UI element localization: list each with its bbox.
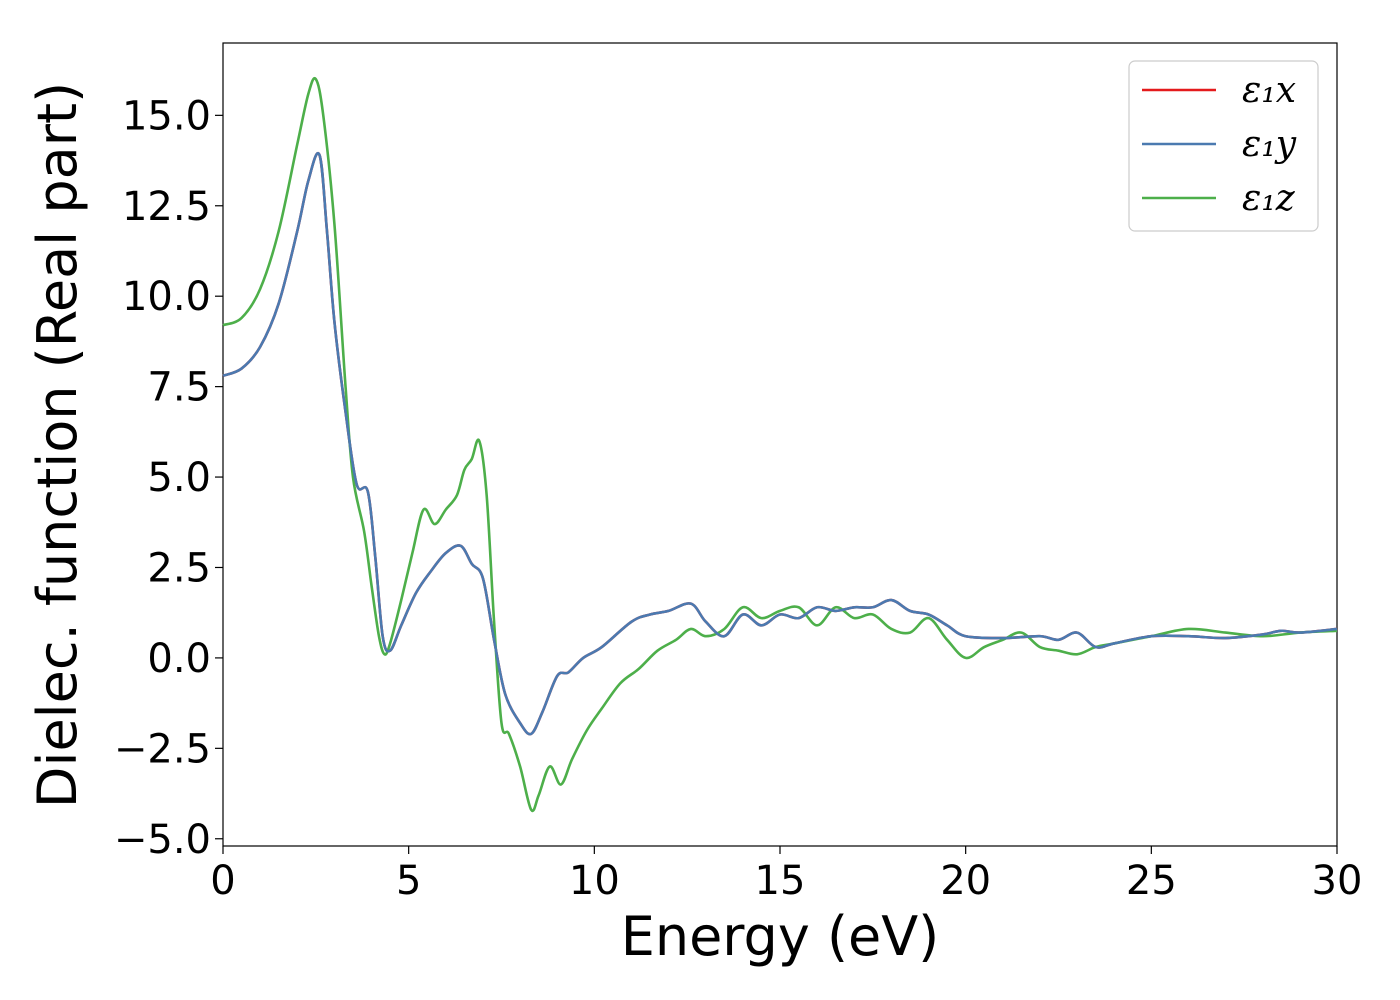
x-tick-label: 10 bbox=[569, 858, 620, 904]
y-tick-label: 7.5 bbox=[147, 365, 211, 411]
legend-label-3: ε₁z bbox=[1242, 178, 1296, 219]
y-axis-label: Dielec. function (Real part) bbox=[26, 82, 89, 808]
series-layer bbox=[222, 77, 1338, 813]
series-line-3 bbox=[222, 77, 1338, 813]
x-axis-ticks: 0 5 10 15 20 25 30 bbox=[210, 846, 1362, 904]
legend-label-1: ε₁x bbox=[1242, 70, 1296, 111]
y-tick-label: 5.0 bbox=[147, 455, 211, 501]
legend: ε₁x ε₁y ε₁z bbox=[1128, 60, 1319, 232]
legend-label-2: ε₁y bbox=[1242, 124, 1297, 165]
y-tick-label: 0.0 bbox=[147, 636, 211, 682]
x-tick-label: 20 bbox=[940, 858, 991, 904]
y-tick-label: −2.5 bbox=[114, 726, 211, 772]
legend-frame bbox=[1128, 60, 1319, 232]
x-tick-label: 15 bbox=[755, 858, 806, 904]
y-tick-label: 2.5 bbox=[147, 545, 211, 591]
x-tick-label: 5 bbox=[396, 858, 421, 904]
series-line-2 bbox=[222, 151, 1338, 736]
x-tick-label: 25 bbox=[1126, 858, 1177, 904]
y-tick-label: 15.0 bbox=[122, 93, 211, 139]
x-axis-label: Energy (eV) bbox=[621, 905, 940, 968]
y-tick-label: −5.0 bbox=[114, 817, 211, 863]
y-axis-ticks: −5.0 −2.5 0.0 2.5 5.0 7.5 10.0 12.5 15.0 bbox=[114, 93, 223, 863]
x-tick-label: 30 bbox=[1312, 858, 1363, 904]
y-tick-label: 10.0 bbox=[122, 274, 211, 320]
x-tick-label: 0 bbox=[210, 858, 235, 904]
y-tick-label: 12.5 bbox=[122, 184, 211, 230]
